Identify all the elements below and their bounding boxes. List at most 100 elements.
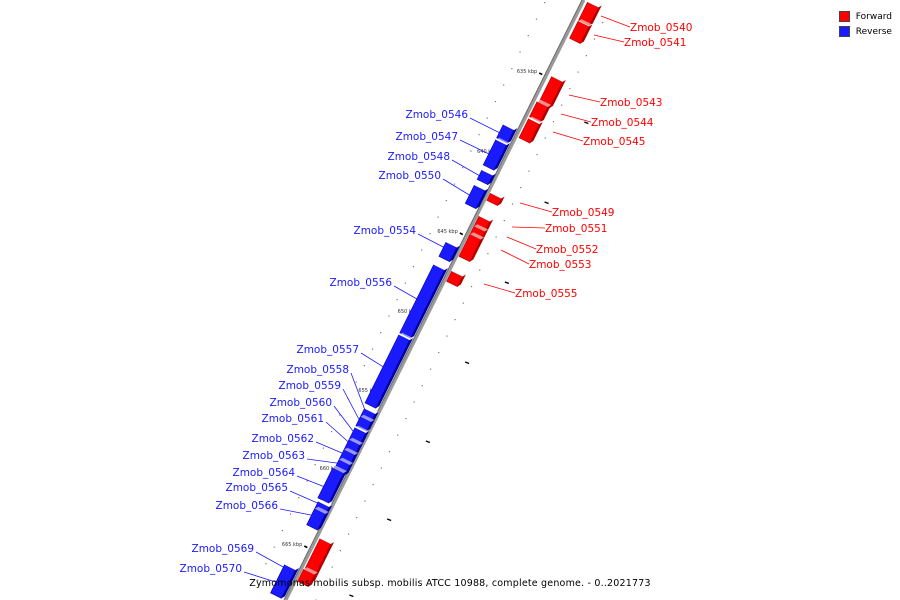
position-dot: [470, 150, 472, 152]
position-dot: [462, 167, 464, 169]
gene-Zmob_0558-label: Zmob_0558: [287, 364, 349, 376]
ruler-tick-0: [538, 72, 543, 76]
position-dot: [593, 38, 596, 40]
position-dot: [331, 566, 333, 568]
gene-Zmob_0544-leader: [560, 113, 592, 123]
gene-Zmob_0561-label: Zmob_0561: [262, 413, 324, 425]
ruler-tick-6: [303, 545, 308, 549]
gene-Zmob_0545-label: Zmob_0545: [583, 136, 645, 148]
position-dot: [486, 117, 488, 119]
position-dot: [503, 84, 505, 86]
position-dot: [429, 368, 432, 370]
position-dot: [453, 183, 456, 185]
gene-Zmob_0557: [364, 332, 414, 409]
position-dot: [544, 2, 546, 4]
gene-Zmob_0566-leader: [279, 508, 317, 517]
ruler-outer-tick-1: [544, 201, 549, 205]
gene-Zmob_0541-leader: [593, 34, 625, 43]
position-dot: [445, 200, 447, 202]
gene-Zmob_0540-leader: [600, 15, 631, 28]
position-dot: [487, 253, 489, 255]
ruler-outer-tick-5: [386, 518, 392, 522]
gene-Zmob_0549: [486, 191, 505, 207]
gene-Zmob_0564: [317, 465, 347, 504]
gene-Zmob_0543-label: Zmob_0543: [600, 97, 662, 109]
position-dot: [577, 71, 579, 73]
position-dot: [478, 134, 480, 136]
position-dot: [454, 319, 456, 321]
position-dot: [281, 530, 283, 532]
position-dot: [519, 51, 521, 53]
gene-Zmob_0548: [476, 168, 496, 186]
position-dot: [438, 352, 440, 354]
legend-reverse: Reverse: [838, 24, 892, 39]
gene-Zmob_0546-label: Zmob_0546: [406, 109, 469, 121]
gene-Zmob_0550-label: Zmob_0550: [379, 170, 441, 182]
position-dot: [405, 418, 407, 420]
gene-Zmob_0553: [458, 232, 485, 263]
gene-Zmob_0566-label: Zmob_0566: [216, 500, 279, 512]
position-dot: [520, 187, 522, 189]
position-dot: [462, 302, 464, 304]
reverse-label: Reverse: [855, 26, 892, 37]
gene-Zmob_0545-leader: [552, 131, 584, 142]
ruler-outer-tick-3: [464, 361, 470, 365]
gene-Zmob_0556-label: Zmob_0556: [330, 277, 393, 289]
position-dot: [371, 348, 374, 350]
gene-Zmob_0570-leader: [243, 571, 283, 585]
position-dot: [356, 517, 358, 519]
gene-Zmob_0566: [306, 506, 329, 531]
gene-Zmob_0570-label: Zmob_0570: [180, 563, 242, 575]
gene-Zmob_0550: [464, 183, 489, 210]
position-dot: [527, 35, 529, 37]
ruler-tick-label-4: 655 kbp: [358, 388, 378, 394]
gene-Zmob_0563-label: Zmob_0563: [243, 450, 305, 462]
position-dot: [397, 434, 399, 436]
ruler-tick-label-5: 660 kbp: [320, 466, 340, 472]
position-dot: [412, 266, 415, 268]
gene-Zmob_0550-leader: [442, 178, 472, 197]
gene-labels: Zmob_0540 Zmob_0541 Zmob_0543 Zmob_0544 Zmob…: [180, 22, 693, 575]
gene-Zmob_0543: [538, 74, 566, 109]
position-dot: [421, 249, 423, 251]
position-dot: [306, 480, 308, 482]
position-dot: [421, 385, 423, 387]
position-dot: [314, 464, 316, 466]
position-dot: [494, 101, 497, 103]
gene-Zmob_0559-label: Zmob_0559: [279, 380, 341, 392]
position-dot: [380, 467, 382, 469]
gene-Zmob_0546: [496, 122, 518, 144]
position-dot: [503, 220, 505, 222]
forward-swatch: [838, 11, 850, 22]
ruler-outer-tick-0: [584, 121, 589, 125]
position-dot: [602, 22, 604, 24]
position-dot: [536, 154, 538, 156]
gene-Zmob_0555-leader: [483, 283, 516, 294]
position-dot: [289, 513, 292, 515]
gene-Zmob_0552-leader: [506, 236, 537, 250]
position-dot: [429, 233, 431, 235]
gene-Zmob_0544-label: Zmob_0544: [591, 117, 654, 129]
gene-forward-unlabeled: [297, 567, 318, 588]
gene-Zmob_0548-leader: [451, 159, 481, 177]
ruler-tick-2: [459, 232, 464, 236]
ruler-outer-tick-2: [504, 281, 510, 285]
position-dot: [355, 381, 357, 383]
position-dot: [347, 533, 350, 535]
position-dot: [511, 203, 514, 205]
gene-Zmob_0565-leader: [289, 490, 323, 506]
position-dot: [528, 170, 530, 172]
position-dot: [552, 121, 555, 123]
position-dot: [372, 484, 374, 486]
ruler-outer-tick-6: [349, 594, 354, 598]
position-dot: [388, 315, 390, 317]
position-dot: [495, 236, 497, 238]
position-dot: [363, 365, 365, 367]
position-dot: [413, 401, 415, 403]
leader-lines: [243, 15, 631, 585]
gene-Zmob_0540: [578, 0, 602, 26]
position-dot: [257, 579, 259, 581]
position-dot: [330, 431, 333, 433]
gene-Zmob_0546-leader: [469, 117, 501, 134]
